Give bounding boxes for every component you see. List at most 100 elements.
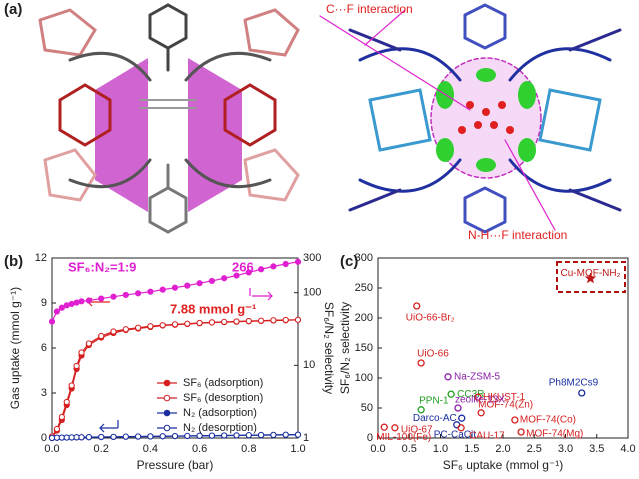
data-point <box>122 433 129 440</box>
data-point <box>517 428 525 436</box>
point-label: UiO-67 <box>401 424 433 435</box>
data-point <box>511 416 519 424</box>
y2-tick-label: 10 <box>303 359 315 371</box>
data-point <box>474 393 482 401</box>
data-point <box>233 432 240 439</box>
x-tick-label: 0.2 <box>94 443 109 455</box>
y-tick-label: 6 <box>41 342 47 354</box>
y-tick-label: 200 <box>355 312 373 324</box>
data-point <box>147 288 154 295</box>
data-point <box>110 433 117 440</box>
y-tick-label: 100 <box>355 372 373 384</box>
data-point <box>135 290 142 297</box>
y2-tick-label: 100 <box>303 287 321 299</box>
x-tick-label: 2.5 <box>527 443 542 455</box>
point-label: MOF-74(Zn) <box>478 399 533 410</box>
point-label: CC3R <box>457 389 484 400</box>
data-point <box>270 317 277 324</box>
data-point <box>159 433 166 440</box>
x-tick-label: 2.0 <box>495 443 510 455</box>
data-point <box>458 414 466 422</box>
data-point <box>380 423 388 431</box>
data-point <box>110 293 117 300</box>
data-point <box>73 362 80 370</box>
data-point <box>270 431 277 438</box>
data-point <box>208 432 215 439</box>
plot-frame <box>377 257 629 439</box>
annotation: C···F interaction <box>326 2 413 16</box>
data-point <box>85 297 93 304</box>
data-point <box>454 404 462 412</box>
x-tick-label: 0.0 <box>44 443 59 455</box>
data-point <box>171 321 179 328</box>
data-point <box>63 398 70 406</box>
data-point <box>171 284 179 291</box>
data-point <box>282 260 289 268</box>
data-point <box>68 300 75 308</box>
data-point <box>78 349 85 356</box>
data-point <box>270 263 277 270</box>
data-point <box>184 282 191 289</box>
data-point <box>78 434 85 441</box>
x-tick-label: 0.6 <box>192 443 207 455</box>
y-tick-label: 12 <box>35 252 47 264</box>
data-point <box>171 432 179 440</box>
data-point <box>221 432 228 439</box>
legend-marker <box>163 394 171 402</box>
data-point <box>68 434 75 441</box>
x-tick-label: 1.5 <box>464 443 479 455</box>
x-tick-label: 1.0 <box>290 443 305 455</box>
point-label: MOF-74(Mg) <box>526 429 583 440</box>
data-point <box>391 424 399 432</box>
data-point <box>48 318 56 325</box>
data-point <box>233 318 240 325</box>
data-point <box>159 322 166 329</box>
panel-label: (b) <box>4 253 23 270</box>
data-point <box>294 316 302 323</box>
y2-tick-label: 1 <box>303 432 309 444</box>
data-point <box>147 323 154 330</box>
data-point <box>184 320 191 327</box>
structure-left <box>38 3 300 234</box>
y-tick-label: 150 <box>355 342 373 354</box>
annotation: 266 <box>232 259 254 274</box>
data-point <box>578 389 586 397</box>
point-label: Ph8M2Cs9 <box>549 378 599 389</box>
data-point <box>196 319 203 327</box>
data-point <box>53 308 61 315</box>
data-point <box>58 413 65 421</box>
data-point <box>135 433 142 440</box>
y-axis-label: Gas uptake (mmol g⁻¹) <box>8 287 22 409</box>
point-label: PPN-1 <box>419 395 449 406</box>
data-point <box>110 328 117 335</box>
point-label: Na-ZSM-5 <box>454 371 501 382</box>
annotation: SF₆:N₂=1:9 <box>68 259 136 274</box>
x-tick-label: 0.5 <box>402 443 417 455</box>
legend-label: SF₆ (desorption) <box>183 392 263 404</box>
data-point <box>447 390 455 398</box>
y-tick-label: 0 <box>367 432 373 444</box>
x-tick-label: 3.0 <box>558 443 573 455</box>
data-point <box>258 266 265 273</box>
x-tick-label: 1.0 <box>433 443 448 455</box>
data-point <box>444 373 452 381</box>
legend-marker <box>163 409 171 417</box>
data-point <box>258 431 265 439</box>
data-point <box>221 318 228 325</box>
y-tick-label: 250 <box>355 282 373 294</box>
data-point <box>282 431 289 438</box>
point-label: PC-CaCit <box>434 429 476 440</box>
data-point <box>417 359 425 367</box>
data-point <box>245 432 252 439</box>
annotation: 7.88 mmol g⁻¹ <box>170 301 256 316</box>
structure-right <box>319 3 622 234</box>
point-label: MIL-100(Fe) <box>376 432 431 443</box>
legend-label: SF₆ (adsorption) <box>183 377 263 389</box>
point-label: Darco-AC <box>413 413 457 424</box>
data-point <box>122 291 129 299</box>
x-tick-label: 0.8 <box>241 443 256 455</box>
data-point <box>184 432 191 439</box>
data-point <box>294 258 302 265</box>
annotation: N-H···F interaction <box>468 228 567 242</box>
y-tick-label: 3 <box>41 387 47 399</box>
